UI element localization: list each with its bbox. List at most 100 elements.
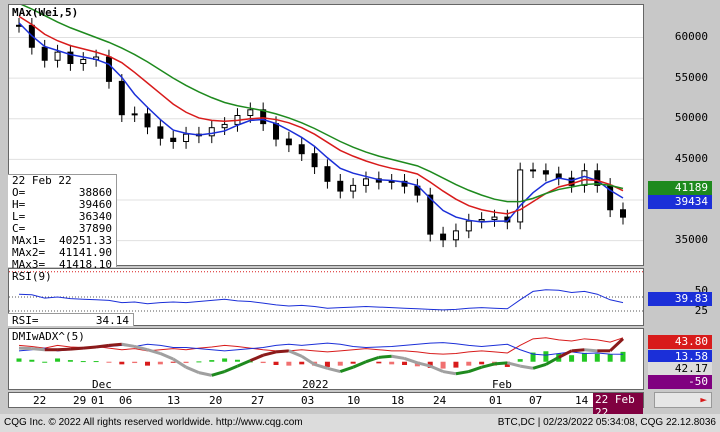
candle-body <box>285 138 292 146</box>
time-axis: 22 29 01 06 13 20 27 03 10 18 24 01 07 1… <box>8 392 644 419</box>
ohlc-row: MAx2= 41141.90 <box>12 246 112 259</box>
adx-segment <box>159 352 174 361</box>
rsi-title: RSI(9) <box>12 270 52 283</box>
ma-line-3 <box>20 5 624 203</box>
adx-segment <box>236 359 251 368</box>
dmi-histogram-bar <box>607 354 613 362</box>
dmi-plus-line <box>18 337 624 355</box>
dmi-panel[interactable] <box>8 328 644 390</box>
candle-body <box>337 180 344 192</box>
ma-line-1 <box>18 22 624 223</box>
adx-segment <box>584 348 598 353</box>
dmi-histogram-bar <box>350 361 356 364</box>
ma1-value-tag: 39434 <box>648 195 712 209</box>
adx-segment <box>519 364 534 370</box>
candle-body <box>170 137 177 142</box>
adx-segment <box>609 337 625 352</box>
x-tick: 07 <box>529 394 543 407</box>
adx-value-tag: 42.17 <box>648 362 712 376</box>
time-scrollbar[interactable]: ► <box>654 392 712 408</box>
x-tick: 06 <box>119 394 133 407</box>
dmi-floor-tag: -50 <box>648 375 712 389</box>
adx-segment <box>57 347 71 352</box>
ma3-value-tag: 41189 <box>648 181 712 195</box>
dmi-histogram-bar <box>569 355 575 362</box>
candle-body <box>183 133 190 142</box>
candle-body <box>221 123 228 129</box>
dmi-histogram-bar <box>145 361 151 366</box>
x-tick: 01 <box>489 394 503 407</box>
candle-body <box>478 219 485 222</box>
candle-body <box>388 180 395 183</box>
adx-segment <box>288 349 303 358</box>
y-tick: 25 <box>694 304 708 317</box>
price-chart <box>9 5 643 248</box>
candle-body <box>362 178 369 186</box>
adx-segment <box>417 361 431 368</box>
dmi-histogram-bar <box>299 361 305 365</box>
candle-body <box>491 216 498 220</box>
dmi-histogram-bar <box>80 361 86 363</box>
dmi-histogram-bar <box>389 361 395 365</box>
adx-segment <box>185 365 200 375</box>
candle-body <box>504 216 511 223</box>
adx-segment <box>571 348 585 353</box>
dmi-histogram-bar <box>530 352 536 362</box>
candle-body <box>542 170 549 175</box>
adx-segment <box>365 355 380 364</box>
dmi-histogram-bar <box>106 361 112 363</box>
adx-segment <box>506 361 521 368</box>
x-tick: 24 <box>433 394 447 407</box>
adx-segment <box>249 353 264 363</box>
adx-segment <box>481 362 495 369</box>
dmi-histogram-bar <box>337 361 343 366</box>
x-tick: 27 <box>251 394 265 407</box>
dmi-histogram-bar <box>67 360 73 362</box>
candle-body <box>594 170 601 186</box>
dmi-histogram-bar <box>119 361 125 365</box>
y-tick: 60000 <box>674 30 708 43</box>
candle-body <box>105 56 112 82</box>
dmi-histogram-bar <box>466 361 472 366</box>
candle-body <box>298 144 305 155</box>
adx-segment <box>532 363 547 370</box>
ohlc-row: MAx3= 41418.10 <box>12 258 112 271</box>
rsi-chart <box>9 271 643 312</box>
status-bar: CQG Inc. © 2022 All rights reserved worl… <box>0 414 720 432</box>
copyright-text: CQG Inc. © 2022 All rights reserved worl… <box>4 417 303 428</box>
dmi-histogram-bar <box>42 361 48 363</box>
dmi-histogram-bar <box>29 359 35 362</box>
rsi-value-tag: 39.83 <box>648 292 712 306</box>
adx-segment <box>134 345 148 352</box>
adx-segment <box>391 354 405 360</box>
dmi-chart <box>16 337 626 377</box>
candle-body <box>620 209 626 218</box>
dmi-histogram-bar <box>132 361 138 364</box>
dmi-histogram-bar <box>234 359 240 362</box>
dmi-histogram-bar <box>170 361 176 363</box>
candle-body <box>67 51 74 64</box>
dmi-histogram-bar <box>543 351 549 362</box>
adx-segment <box>70 346 84 351</box>
adx-segment <box>455 370 470 376</box>
dmi-histogram-bar <box>157 361 163 365</box>
adx-segment <box>121 342 135 348</box>
candle-body <box>131 113 138 116</box>
dmi-histogram-bar <box>479 361 485 365</box>
scroll-right-icon[interactable]: ► <box>700 393 707 406</box>
y-tick: 35000 <box>674 233 708 246</box>
dmi-histogram-bar <box>183 361 189 364</box>
y-tick: 55000 <box>674 71 708 84</box>
candle-body <box>581 170 588 186</box>
adx-segment <box>262 350 277 357</box>
x-tick: 14 <box>575 394 589 407</box>
candle-body <box>144 113 151 128</box>
adx-segment <box>339 365 354 373</box>
ohlc-row: L= 36340 <box>12 210 112 223</box>
candle-body <box>401 180 408 187</box>
dmi-histogram-bar <box>620 351 626 362</box>
x-tick: 18 <box>391 394 405 407</box>
ohlc-row: H= 39460 <box>12 198 112 211</box>
ohlc-row: C= 37890 <box>12 222 112 235</box>
